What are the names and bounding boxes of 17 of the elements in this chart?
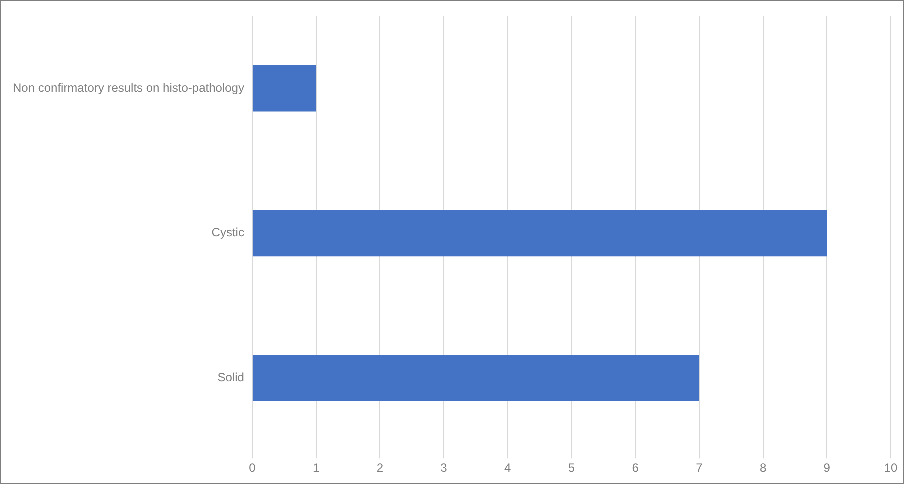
x-tick-label: 5 — [568, 461, 576, 476]
x-tick-label: 4 — [504, 461, 512, 476]
bar — [252, 355, 700, 402]
x-tick-label: 10 — [884, 461, 898, 476]
bar — [252, 65, 316, 112]
x-tick-label: 6 — [632, 461, 640, 476]
y-tick-label: Solid — [218, 370, 244, 385]
x-tick-label: 1 — [312, 461, 320, 476]
x-tick-label: 7 — [696, 461, 704, 476]
x-tick-label: 0 — [249, 461, 256, 476]
x-tick-label: 8 — [760, 461, 767, 476]
x-tick-label: 3 — [440, 461, 448, 476]
bar — [252, 210, 828, 257]
y-tick-label: Cystic — [212, 226, 244, 240]
x-tick-label: 2 — [376, 461, 384, 476]
y-tick-label: Non confirmatory results on histo-pathology — [12, 80, 244, 95]
x-tick-label: 9 — [824, 461, 831, 476]
